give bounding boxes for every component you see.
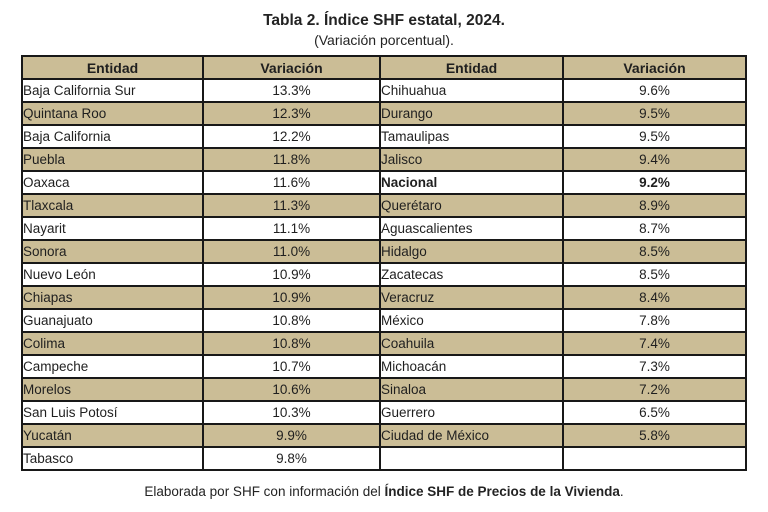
cell-entidad: Sinaloa — [379, 377, 564, 402]
table-title: Tabla 2. Índice SHF estatal, 2024. — [263, 12, 505, 29]
table-row: Chiapas 10.9% Veracruz 8.4% — [21, 285, 747, 310]
cell-entidad: Colima — [21, 331, 204, 356]
table-row: San Luis Potosí 10.3% Guerrero 6.5% — [21, 400, 747, 425]
cell-variacion: 9.9% — [202, 423, 381, 448]
cell-variacion: 7.3% — [562, 354, 747, 379]
cell-entidad: México — [379, 308, 564, 333]
table-row: Puebla 11.8% Jalisco 9.4% — [21, 147, 747, 172]
cell-variacion: 9.6% — [562, 78, 747, 103]
cell-variacion: 8.5% — [562, 239, 747, 264]
cell-variacion: 12.3% — [202, 101, 381, 126]
cell-variacion: 7.4% — [562, 331, 747, 356]
cell-entidad: Chiapas — [21, 285, 204, 310]
cell-variacion: 12.2% — [202, 124, 381, 149]
table-row: Baja California Sur 13.3% Chihuahua 9.6% — [21, 78, 747, 103]
cell-entidad: Baja California — [21, 124, 204, 149]
table-row: Nayarit 11.1% Aguascalientes 8.7% — [21, 216, 747, 241]
cell-entidad: Nuevo León — [21, 262, 204, 287]
cell-variacion: 5.8% — [562, 423, 747, 448]
table-row: Baja California 12.2% Tamaulipas 9.5% — [21, 124, 747, 149]
column-header-variacion: Variación — [202, 55, 381, 80]
table-row: Guanajuato 10.8% México 7.8% — [21, 308, 747, 333]
cell-variacion: 10.7% — [202, 354, 381, 379]
empty-cell — [379, 446, 564, 471]
cell-entidad: Zacatecas — [379, 262, 564, 287]
cell-variacion: 8.4% — [562, 285, 747, 310]
cell-entidad: Michoacán — [379, 354, 564, 379]
table-row: Tabasco 9.8% — [21, 446, 747, 471]
source-note-suffix: . — [619, 484, 624, 499]
cell-entidad: Sonora — [21, 239, 204, 264]
empty-cell — [562, 446, 747, 471]
cell-variacion: 9.2% — [562, 170, 747, 195]
column-header-entidad: Entidad — [21, 55, 204, 80]
cell-variacion: 11.0% — [202, 239, 381, 264]
cell-entidad: Oaxaca — [21, 170, 204, 195]
cell-entidad: Tabasco — [21, 446, 204, 471]
cell-entidad: Guanajuato — [21, 308, 204, 333]
cell-entidad: Quintana Roo — [21, 101, 204, 126]
table-row: Sonora 11.0% Hidalgo 8.5% — [21, 239, 747, 264]
cell-variacion: 10.6% — [202, 377, 381, 402]
cell-entidad: Nayarit — [21, 216, 204, 241]
cell-entidad: Yucatán — [21, 423, 204, 448]
cell-variacion: 9.5% — [562, 124, 747, 149]
source-note-bold: Índice SHF de Precios de la Vivienda — [384, 484, 620, 499]
source-note-text: Elaborada por SHF con información del — [144, 484, 385, 499]
table-row: Yucatán 9.9% Ciudad de México 5.8% — [21, 423, 747, 448]
source-note: Elaborada por SHF con información del Ín… — [0, 484, 768, 499]
cell-entidad: Veracruz — [379, 285, 564, 310]
cell-variacion: 10.3% — [202, 400, 381, 425]
cell-entidad: Puebla — [21, 147, 204, 172]
cell-entidad: Baja California Sur — [21, 78, 204, 103]
cell-variacion: 8.5% — [562, 262, 747, 287]
cell-variacion: 11.1% — [202, 216, 381, 241]
table-row: Campeche 10.7% Michoacán 7.3% — [21, 354, 747, 379]
cell-variacion: 11.6% — [202, 170, 381, 195]
cell-entidad: Hidalgo — [379, 239, 564, 264]
cell-variacion: 9.8% — [202, 446, 381, 471]
cell-entidad: San Luis Potosí — [21, 400, 204, 425]
table-subtitle: (Variación porcentual). — [314, 32, 454, 48]
table-header-row: Entidad Variación Entidad Variación — [21, 55, 747, 80]
table-row: Colima 10.8% Coahuila 7.4% — [21, 331, 747, 356]
cell-entidad: Jalisco — [379, 147, 564, 172]
cell-entidad: Ciudad de México — [379, 423, 564, 448]
cell-entidad: Tlaxcala — [21, 193, 204, 218]
cell-variacion: 9.4% — [562, 147, 747, 172]
cell-variacion: 11.3% — [202, 193, 381, 218]
cell-variacion: 9.5% — [562, 101, 747, 126]
cell-entidad: Guerrero — [379, 400, 564, 425]
cell-variacion: 10.9% — [202, 285, 381, 310]
column-header-entidad: Entidad — [379, 55, 564, 80]
cell-variacion: 11.8% — [202, 147, 381, 172]
cell-variacion: 7.8% — [562, 308, 747, 333]
table-row: Morelos 10.6% Sinaloa 7.2% — [21, 377, 747, 402]
table-row: Nuevo León 10.9% Zacatecas 8.5% — [21, 262, 747, 287]
cell-entidad: Aguascalientes — [379, 216, 564, 241]
cell-entidad: Tamaulipas — [379, 124, 564, 149]
cell-entidad: Morelos — [21, 377, 204, 402]
cell-variacion: 8.9% — [562, 193, 747, 218]
table-row: Oaxaca 11.6% Nacional 9.2% — [21, 170, 747, 195]
cell-variacion: 6.5% — [562, 400, 747, 425]
cell-variacion: 8.7% — [562, 216, 747, 241]
table-row: Quintana Roo 12.3% Durango 9.5% — [21, 101, 747, 126]
cell-entidad: Coahuila — [379, 331, 564, 356]
cell-entidad: Campeche — [21, 354, 204, 379]
cell-variacion: 7.2% — [562, 377, 747, 402]
cell-entidad: Nacional — [379, 170, 564, 195]
cell-variacion: 10.8% — [202, 308, 381, 333]
cell-entidad: Chihuahua — [379, 78, 564, 103]
column-header-variacion: Variación — [562, 55, 747, 80]
table-row: Tlaxcala 11.3% Querétaro 8.9% — [21, 193, 747, 218]
cell-variacion: 13.3% — [202, 78, 381, 103]
cell-variacion: 10.8% — [202, 331, 381, 356]
cell-variacion: 10.9% — [202, 262, 381, 287]
shf-index-table: Entidad Variación Entidad Variación Baja Ca… — [21, 55, 747, 471]
cell-entidad: Durango — [379, 101, 564, 126]
cell-entidad: Querétaro — [379, 193, 564, 218]
